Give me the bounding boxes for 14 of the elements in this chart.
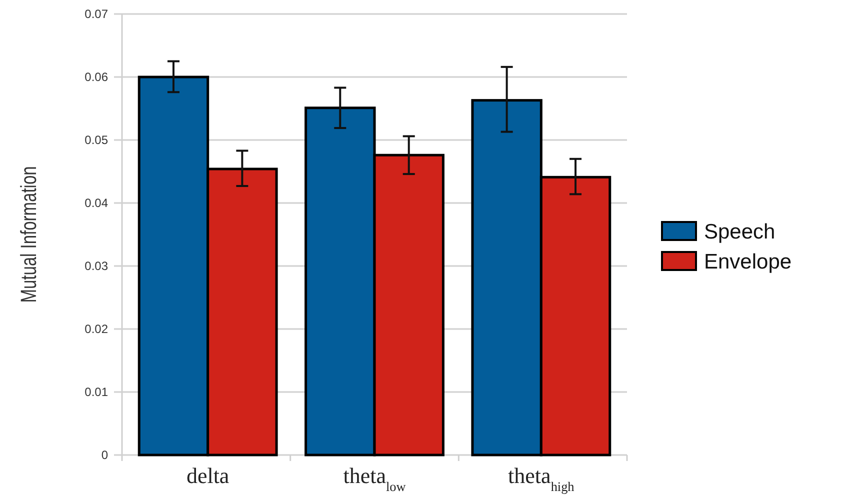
legend-label: Speech [704,220,776,244]
y-tick-label: 0.05 [84,133,108,148]
y-tick-label: 0.02 [84,322,108,336]
y-tick-label: 0.03 [84,259,108,274]
y-tick-label: 0 [101,448,108,462]
y-tick-label: 0.04 [84,196,108,210]
x-tick-label: theta$_{high}$ [508,463,575,494]
y-tick-label: 0.07 [84,7,108,22]
y-axis-title: Mutual Information [16,166,42,303]
x-tick-label: delta [186,463,230,488]
legend-label: Envelope [704,250,792,274]
x-tick-label: theta$_{low}$ [343,463,406,494]
y-tick-label: 0.06 [84,70,108,84]
y-tick-label: 0.01 [84,385,108,400]
